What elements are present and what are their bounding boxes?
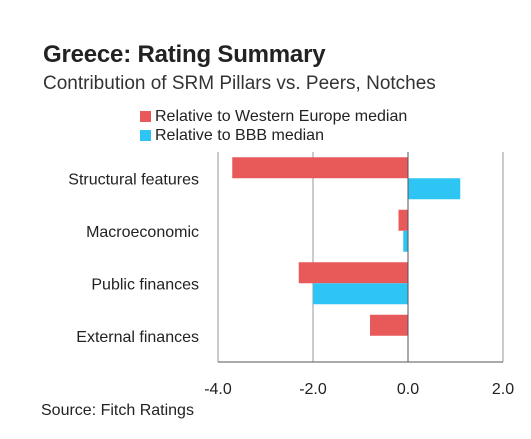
bar-western-europe-3 xyxy=(370,314,408,336)
x-tick-label-2: 0.0 xyxy=(397,381,419,398)
category-label-0: Structural features xyxy=(68,171,199,188)
bar-bbb-2 xyxy=(313,283,408,305)
legend-label-bbb: Relative to BBB median xyxy=(155,126,324,144)
bar-bbb-1 xyxy=(403,230,408,252)
x-tick-label-0: -4.0 xyxy=(204,381,232,398)
category-label-1: Macroeconomic xyxy=(86,224,199,241)
labels: -4.0 -2.0 0.0 2.0 Structural features Macroec… xyxy=(68,171,514,398)
chart-subtitle: Contribution of SRM Pillars vs. Peers, N… xyxy=(43,73,436,94)
gridlines xyxy=(217,152,504,362)
x-tick-label-3: 2.0 xyxy=(492,381,514,398)
legend-swatch-bbb xyxy=(140,130,151,141)
category-label-3: External finances xyxy=(76,329,199,346)
bar-western-europe-0 xyxy=(232,157,408,179)
legend-item-bbb: Relative to BBB median xyxy=(140,126,407,145)
axes xyxy=(218,152,503,363)
bar-western-europe-2 xyxy=(298,262,408,284)
bar-bbb-0 xyxy=(408,178,461,200)
x-tick-label-1: -2.0 xyxy=(299,381,327,398)
category-label-2: Public finances xyxy=(91,276,199,293)
bar-western-europe-1 xyxy=(398,209,408,231)
chart-legend: Relative to Western Europe median Relati… xyxy=(140,107,407,145)
source-note: Source: Fitch Ratings xyxy=(41,402,194,419)
legend-label-western-europe: Relative to Western Europe median xyxy=(155,107,408,125)
legend-item-western-europe: Relative to Western Europe median xyxy=(140,107,407,126)
legend-swatch-western-europe xyxy=(140,111,151,122)
chart-title: Greece: Rating Summary xyxy=(43,41,326,68)
bars xyxy=(232,157,461,336)
